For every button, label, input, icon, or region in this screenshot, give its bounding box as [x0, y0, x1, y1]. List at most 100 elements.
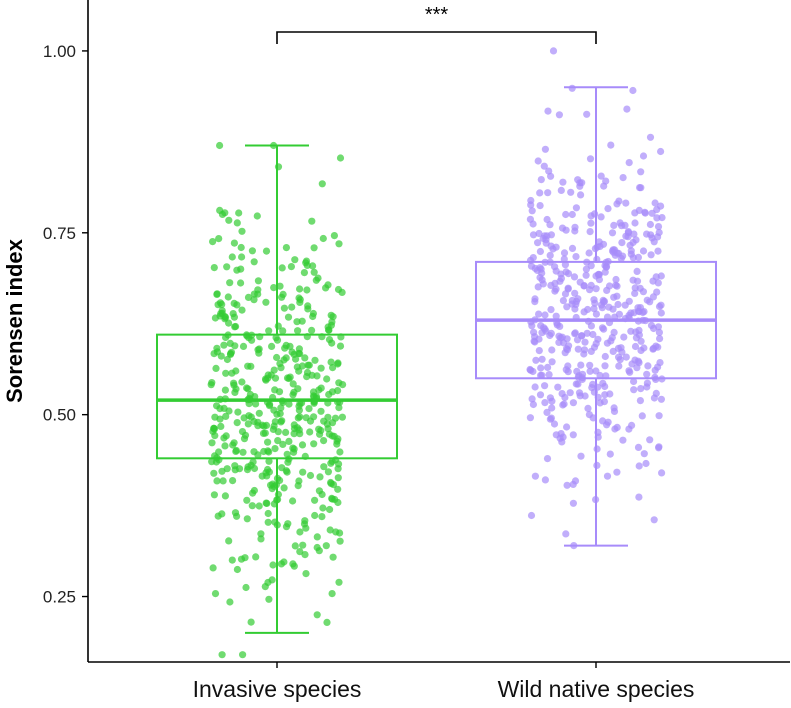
data-point — [255, 502, 263, 510]
data-point — [324, 468, 332, 476]
data-point — [222, 369, 230, 377]
data-point — [306, 428, 314, 436]
iqr-box — [156, 333, 398, 460]
data-point — [637, 346, 645, 355]
data-point — [592, 285, 600, 293]
data-point — [646, 436, 654, 444]
data-point — [239, 342, 248, 350]
data-point — [237, 279, 245, 287]
data-point — [621, 301, 629, 309]
data-point — [250, 296, 258, 304]
data-point — [616, 356, 624, 364]
data-point — [333, 440, 341, 448]
data-point — [602, 263, 611, 271]
data-point — [243, 515, 251, 523]
data-point — [270, 284, 278, 292]
data-point — [318, 513, 326, 521]
data-point — [603, 286, 611, 294]
data-point — [317, 407, 325, 415]
axes-layer — [87, 0, 790, 663]
data-point — [323, 618, 331, 627]
data-point — [623, 105, 631, 113]
data-point — [634, 357, 642, 365]
data-point — [643, 370, 651, 378]
data-point — [615, 310, 624, 318]
data-point — [237, 243, 245, 252]
data-point — [235, 209, 243, 217]
data-point — [250, 290, 258, 298]
data-point — [334, 285, 343, 294]
data-point — [578, 375, 586, 383]
data-point — [568, 244, 577, 252]
data-point — [327, 358, 335, 366]
data-point — [320, 463, 328, 471]
data-point — [657, 309, 665, 317]
data-point — [529, 231, 538, 239]
data-point — [338, 413, 346, 421]
data-point — [289, 497, 297, 505]
data-point — [646, 220, 655, 229]
data-point — [537, 176, 545, 184]
data-point — [636, 184, 644, 192]
data-point — [643, 230, 651, 238]
data-point — [319, 234, 327, 243]
data-point — [215, 235, 223, 243]
data-point — [637, 337, 645, 345]
data-point — [329, 553, 337, 561]
data-point — [559, 297, 568, 305]
data-point — [640, 450, 648, 458]
data-point — [617, 344, 625, 352]
data-point — [326, 505, 334, 514]
data-point — [262, 298, 270, 306]
data-point — [642, 459, 650, 468]
data-point — [612, 275, 620, 284]
data-point — [211, 590, 220, 598]
data-point — [228, 556, 236, 564]
data-point — [555, 332, 563, 340]
data-point — [577, 452, 585, 460]
data-point — [302, 524, 310, 532]
data-point — [564, 285, 572, 293]
data-point — [268, 342, 276, 350]
data-point — [210, 425, 218, 433]
data-point — [220, 341, 228, 349]
data-point — [556, 277, 564, 285]
data-point — [248, 247, 256, 255]
data-point — [538, 371, 546, 379]
data-point — [250, 417, 258, 426]
data-point — [276, 282, 284, 290]
data-point — [547, 172, 555, 180]
data-point — [233, 565, 241, 574]
data-point — [533, 266, 542, 274]
data-point — [213, 477, 221, 485]
data-point — [591, 299, 599, 307]
data-point — [531, 298, 539, 306]
data-point — [536, 247, 545, 256]
data-point — [601, 352, 609, 361]
data-point — [574, 295, 582, 303]
data-point — [535, 229, 543, 238]
data-point — [569, 499, 578, 507]
data-point — [657, 395, 666, 403]
data-point — [625, 425, 633, 433]
data-point — [649, 344, 658, 352]
data-point — [273, 336, 282, 344]
data-point — [233, 419, 241, 427]
data-point — [255, 409, 263, 417]
data-point — [217, 352, 225, 360]
data-point — [584, 404, 592, 412]
data-point — [602, 177, 610, 185]
data-point — [265, 595, 273, 603]
data-point — [527, 196, 535, 205]
data-point — [541, 476, 550, 484]
significance-bracket-line — [276, 31, 597, 44]
data-point — [233, 512, 241, 520]
data-point — [636, 304, 645, 312]
data-point — [238, 227, 246, 235]
data-point — [535, 347, 543, 355]
data-point — [271, 386, 279, 394]
data-point — [539, 234, 547, 243]
data-point — [586, 367, 594, 375]
data-point — [253, 212, 261, 220]
